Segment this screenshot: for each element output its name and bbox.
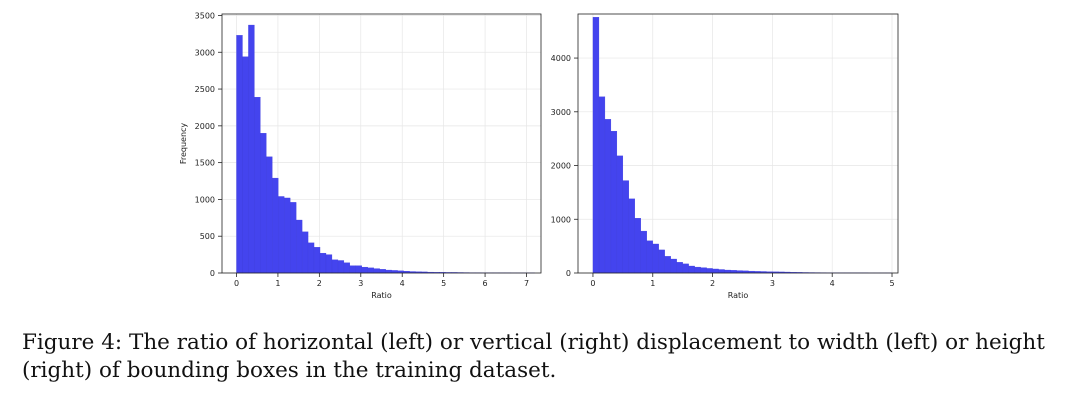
right-histogram-bar [688, 265, 695, 274]
left-histogram-bar [307, 242, 315, 274]
left-x-tick-label: 5 [441, 279, 446, 288]
right-x-tick-label: 2 [710, 279, 715, 288]
right-histogram-bar [730, 270, 737, 274]
right-histogram-bar [682, 263, 689, 274]
right-histogram-bar [658, 249, 665, 274]
figure-caption: Figure 4: The ratio of horizontal (left)… [22, 330, 1045, 383]
left-histogram-bar [284, 197, 291, 274]
left-histogram-bar [242, 56, 249, 274]
right-histogram-bar [718, 269, 725, 274]
left-histogram-bar [266, 156, 273, 274]
left-histogram-bar [331, 259, 339, 274]
right-y-tick-label: 2000 [551, 162, 571, 171]
left-histogram-bar [379, 269, 386, 274]
right-histogram-bar [622, 180, 629, 274]
left-x-tick-label: 1 [275, 279, 280, 288]
left-y-tick-label: 1500 [195, 159, 215, 168]
left-histogram-bar [290, 202, 297, 274]
left-x-tick-label: 6 [483, 279, 488, 288]
left-histogram-bar [319, 252, 327, 274]
right-histogram-bar [700, 267, 707, 274]
right-histogram-bar [604, 119, 612, 274]
right-y-tick-label: 0 [566, 269, 571, 278]
right-histogram: 0 1 2 3 4 5 0 1000 2000 3000 4000 Ratio [551, 13, 899, 300]
right-histogram-bar [640, 230, 647, 274]
right-histogram-bar [724, 269, 731, 274]
left-histogram-bar [296, 219, 303, 274]
left-plot-frame [221, 13, 542, 274]
left-histogram-bar [343, 262, 350, 274]
left-x-tick-label: 2 [317, 279, 322, 288]
left-y-tick-label: 3500 [195, 11, 215, 20]
left-histogram-bar [385, 269, 392, 274]
left-y-axis-label: Frequency [179, 123, 188, 165]
right-histogram-bar [616, 155, 624, 274]
left-histogram-bar [260, 133, 267, 274]
right-histogram-bar [646, 240, 653, 274]
left-histogram-bar [236, 35, 243, 274]
left-x-tick-label: 3 [358, 279, 363, 288]
left-histogram-bar [248, 24, 255, 274]
right-histogram-bar [652, 243, 659, 274]
left-histogram: 0 1 2 3 4 5 6 7 0 500 1000 1500 2000 2500 3000 3500 Rati… [179, 11, 542, 300]
right-x-axis-label: Ratio [728, 291, 749, 300]
left-y-tick-label: 2000 [195, 122, 215, 131]
right-histogram-bar [634, 218, 641, 274]
right-histogram-bar [664, 256, 671, 274]
left-y-tick-label: 500 [200, 232, 215, 241]
left-histogram-bar [349, 265, 356, 274]
right-y-tick-label: 1000 [551, 215, 571, 224]
right-histogram-bar [610, 130, 618, 274]
right-histogram-bar [694, 266, 701, 274]
left-x-tick-label: 7 [524, 279, 529, 288]
left-y-tick-label: 2500 [195, 85, 215, 94]
left-histogram-bar [337, 260, 345, 274]
right-histogram-bar [712, 268, 719, 274]
right-y-tick-label: 3000 [551, 108, 571, 117]
left-histogram-bar [301, 231, 309, 274]
right-histogram-bar [592, 17, 600, 274]
left-histogram-bar [278, 196, 285, 274]
left-y-tick-label: 1000 [195, 195, 215, 204]
right-histogram-bar [598, 96, 606, 274]
right-x-tick-label: 4 [830, 279, 835, 288]
right-x-tick-label: 5 [889, 279, 894, 288]
right-x-tick-label: 1 [650, 279, 655, 288]
left-x-axis-label: Ratio [371, 291, 392, 300]
left-y-tick-label: 0 [210, 269, 215, 278]
left-histogram-bar [272, 177, 279, 274]
right-histogram-bar [628, 198, 635, 274]
figure: 0 1 2 3 4 5 6 70500100015002000250030003500Rati… [179, 11, 899, 300]
right-plot-frame [577, 13, 899, 274]
left-histogram-bar [254, 96, 261, 274]
right-y-tick-label: 4000 [551, 54, 571, 63]
left-y-tick-label: 3000 [195, 48, 215, 57]
left-x-tick-label: 4 [400, 279, 405, 288]
right-x-tick-label: 3 [770, 279, 775, 288]
left-histogram-bar [325, 254, 333, 274]
left-histogram-bar [373, 268, 380, 274]
right-x-tick-label: 0 [590, 279, 595, 288]
left-histogram-bar [355, 265, 362, 274]
left-x-tick-label: 0 [234, 279, 239, 288]
right-histogram-bar [670, 258, 677, 274]
left-histogram-bar [367, 267, 374, 274]
right-histogram-bar [676, 262, 683, 274]
left-histogram-bar [361, 266, 368, 274]
right-histogram-bar [706, 268, 713, 274]
left-histogram-bar [313, 247, 321, 274]
